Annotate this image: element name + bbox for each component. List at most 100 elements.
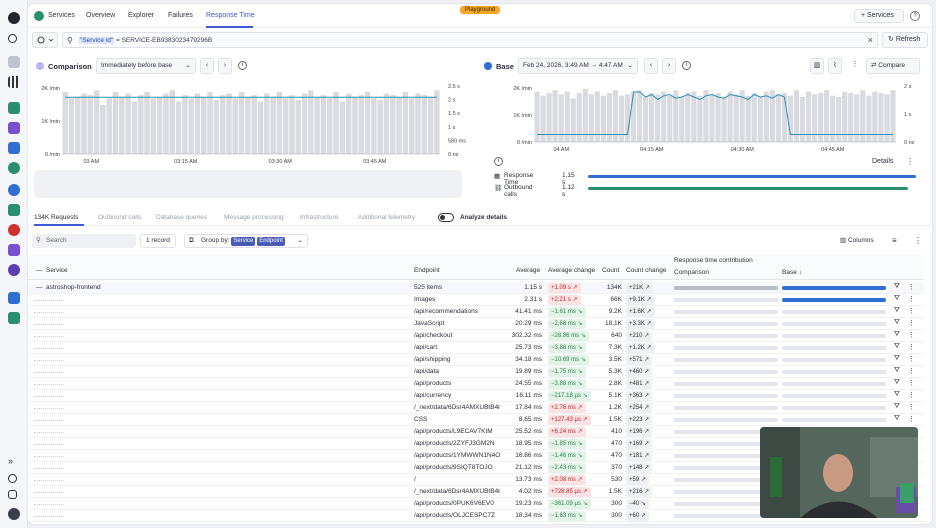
header-endpoint[interactable]: Endpoint [414, 267, 440, 274]
table-row[interactable]: /api/products 24.55 ms −3.88 ms ↘ 2.8K +481 … [28, 378, 924, 390]
table-group-row[interactable]: — astroshop-frontend 525 items 1.15 s +1.09 … [28, 282, 924, 294]
row-more-icon[interactable]: ⋮ [908, 404, 915, 411]
help-icon[interactable] [8, 474, 17, 483]
table-row[interactable]: /api/recommendations 41.41 ms −1.61 ms ↘ 9.… [28, 306, 924, 318]
clear-filter-icon[interactable]: × [867, 35, 873, 45]
filter-input[interactable]: ⚲ "Service id" = SERVICE-EB9383023479296… [62, 32, 878, 48]
analyze-details-toggle[interactable] [438, 213, 454, 222]
comparison-timeframe-select[interactable]: Immediately before base ⌄ [96, 58, 196, 74]
dynatrace-logo-icon[interactable] [8, 12, 20, 24]
bar-chart-toggle-icon[interactable]: ▥ [810, 58, 824, 74]
density-icon[interactable]: ≡ [892, 236, 897, 245]
tab-explorer[interactable]: Explorer [128, 12, 155, 19]
row-more-icon[interactable]: ⋮ [908, 320, 915, 327]
filter-row-icon[interactable]: ⛛ [894, 331, 900, 338]
row-more-icon[interactable]: ⋮ [908, 380, 915, 387]
more-options-icon[interactable]: ⋮ [914, 236, 922, 245]
table-row[interactable]: /api/checkout 302.32 ms −28.86 ms ↘ 640 +210… [28, 330, 924, 342]
header-count-change[interactable]: Count change [626, 267, 667, 274]
row-more-icon[interactable]: ⋮ [908, 392, 915, 399]
app-icon-logs[interactable] [8, 184, 20, 196]
app-icon-security[interactable] [8, 264, 20, 276]
segment-selector-button[interactable] [32, 32, 58, 48]
header-base[interactable]: Base ↓ [782, 269, 802, 276]
filter-row-icon[interactable]: ⛛ [894, 307, 900, 314]
row-more-icon[interactable]: ⋮ [908, 416, 915, 423]
info-icon[interactable]: i [238, 61, 247, 70]
row-more-icon[interactable]: ⋮ [908, 332, 915, 339]
filter-row-icon[interactable]: ⛛ [894, 343, 900, 350]
table-row[interactable]: Images 2.31 s +2.21 s ↗ 66K +9.1K ↗ ⛛ ⋮ [28, 294, 924, 306]
filter-row-icon[interactable]: ⛛ [894, 391, 900, 398]
more-options-icon[interactable]: ⋮ [851, 61, 859, 68]
row-more-icon[interactable]: ⋮ [908, 296, 915, 303]
filter-row-icon[interactable]: ⛛ [894, 283, 900, 290]
tab-services[interactable]: Services [48, 12, 75, 19]
compare-button[interactable]: ⇄ Compare [866, 58, 920, 74]
row-more-icon[interactable]: ⋮ [908, 344, 915, 351]
app-icon-kubernetes[interactable] [8, 122, 20, 134]
search-input[interactable]: ⚲ Search [32, 234, 136, 248]
columns-button[interactable]: ▥ Columns [840, 234, 874, 248]
details-more-icon[interactable]: ⋮ [906, 157, 914, 166]
tab-response-time[interactable]: Response Time [206, 12, 255, 19]
previous-timeframe-button[interactable]: ‹ [200, 58, 214, 74]
app-icon-notebooks[interactable] [8, 204, 20, 216]
filter-row-icon[interactable]: ⛛ [894, 367, 900, 374]
tab-message-processing[interactable]: Message processing [224, 214, 284, 221]
filter-row-icon[interactable]: ⛛ [894, 403, 900, 410]
header-comparison[interactable]: Comparison [674, 269, 710, 276]
app-icon-infrastructure[interactable] [8, 162, 20, 174]
table-row[interactable]: /api/shipping 34.18 ms −10.69 ms ↘ 3.5K +571… [28, 354, 924, 366]
details-label[interactable]: Details [872, 158, 894, 165]
app-icon-synthetics[interactable] [8, 292, 20, 304]
tab-requests[interactable]: 134K Requests [34, 214, 79, 221]
row-more-icon[interactable]: ⋮ [908, 284, 915, 291]
filter-row-icon[interactable]: ⛛ [894, 295, 900, 302]
line-chart-toggle-icon[interactable]: ⌇ [828, 58, 842, 74]
group-by-select[interactable]: ⧉ Group by: Service Endpoint ⌄ [184, 234, 308, 248]
table-row[interactable]: /api/data 19.89 ms −1.75 ms ↘ 5.3K +460 ↗ ⛛ ⋮ [28, 366, 924, 378]
app-icon-extensions[interactable] [8, 312, 20, 324]
filter-row-icon[interactable]: ⛛ [894, 379, 900, 386]
table-row[interactable]: CSS 8.65 ms +127.43 µs ↗ 1.5K +223 ↗ ⛛ ⋮ [28, 414, 924, 426]
tab-additional-telemetry[interactable]: Additional telemetry [358, 214, 416, 221]
tab-outbound-calls[interactable]: Outbound calls [98, 214, 142, 221]
apps-grid-icon[interactable] [8, 76, 20, 88]
app-icon-services[interactable] [8, 102, 20, 114]
row-more-icon[interactable]: ⋮ [908, 356, 915, 363]
info-icon[interactable]: i [682, 61, 691, 70]
tab-overview[interactable]: Overview [86, 12, 116, 19]
settings-icon[interactable] [8, 490, 17, 499]
table-row[interactable]: /api/currency 16.11 ms −217.18 µs ↘ 5.1K +36… [28, 390, 924, 402]
help-icon[interactable]: ? [910, 11, 920, 21]
add-services-button[interactable]: + Services [854, 9, 904, 23]
row-more-icon[interactable]: ⋮ [908, 368, 915, 375]
app-icon-problems[interactable] [8, 224, 20, 236]
table-row[interactable]: /api/cart 25.73 ms −3.88 ms ↘ 7.3K +1.2K ↗ ⛛ ⋮ [28, 342, 924, 354]
app-icon-workflows[interactable] [8, 244, 20, 256]
previous-timeframe-button[interactable]: ‹ [644, 58, 658, 74]
expand-icon[interactable]: » [8, 456, 14, 466]
refresh-button[interactable]: ↻ Refresh [882, 32, 928, 48]
next-timeframe-button[interactable]: › [662, 58, 676, 74]
filter-row-icon[interactable]: ⛛ [894, 355, 900, 362]
search-icon[interactable] [8, 34, 17, 43]
tab-failures[interactable]: Failures [168, 12, 193, 19]
row-more-icon[interactable]: ⋮ [908, 308, 915, 315]
table-row[interactable]: JavaScript 20.29 ms −2.68 ms ↘ 18.1K +3.3K ↗… [28, 318, 924, 330]
tab-database-queries[interactable]: Database queries [156, 214, 207, 221]
header-count[interactable]: Count [602, 267, 620, 274]
next-timeframe-button[interactable]: › [218, 58, 232, 74]
header-collapse-icon[interactable]: — [36, 267, 43, 274]
user-avatar-icon[interactable] [8, 508, 20, 520]
header-average-change[interactable]: Average change [548, 267, 596, 274]
app-icon-dashboards[interactable] [8, 142, 20, 154]
filter-row-icon[interactable]: ⛛ [894, 319, 900, 326]
filter-row-icon[interactable]: ⛛ [894, 415, 900, 422]
base-timeframe-select[interactable]: Feb 24, 2026, 3:49 AM → 4:47 AM ⌄ [518, 58, 638, 74]
header-average[interactable]: Average [516, 267, 541, 274]
table-row[interactable]: /_next/data/6Dsr4AMXUBtB4r 17.84 ms +2.76 … [28, 402, 924, 414]
header-service[interactable]: Service [46, 267, 68, 274]
sparkle-icon[interactable] [8, 56, 20, 68]
